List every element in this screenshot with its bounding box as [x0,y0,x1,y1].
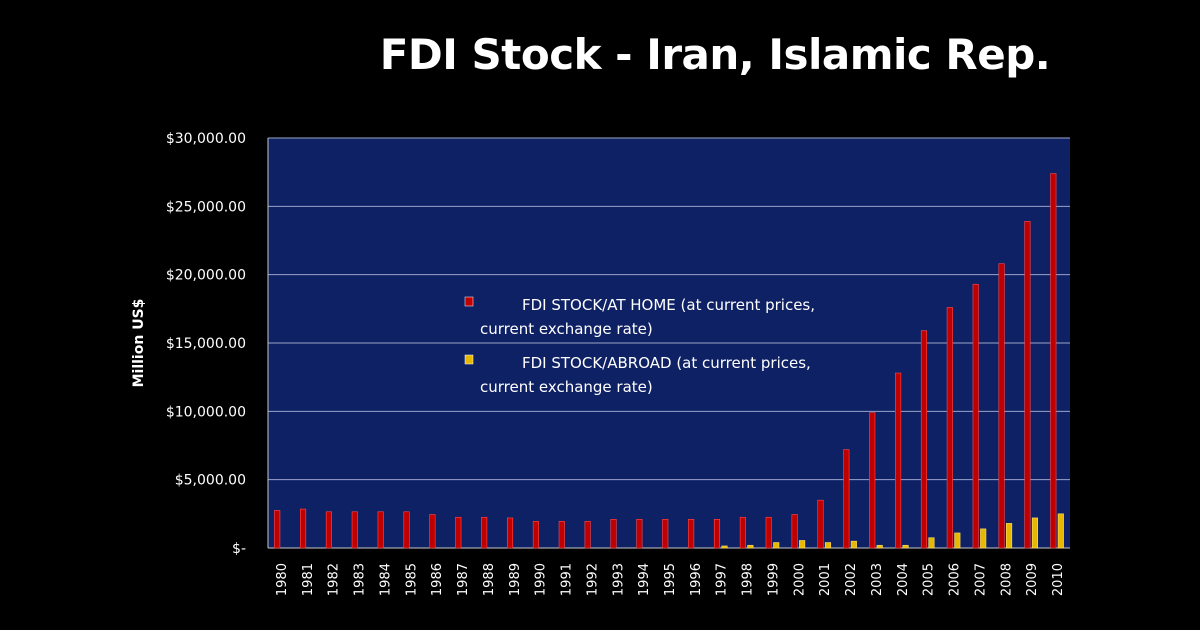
x-tick-label: 2004 [896,563,911,596]
y-tick-label: $10,000.00 [166,404,246,420]
bar-abroad [747,544,754,549]
x-tick-label: 1998 [741,563,756,596]
x-tick-label: 1981 [301,563,316,596]
bar-at-home [610,518,617,549]
bar-at-home [429,514,436,549]
x-tick-label: 1989 [508,563,523,596]
bar-at-home [791,514,798,549]
bar-abroad [980,528,987,549]
x-tick-label: 2002 [844,563,859,596]
y-tick-label: $- [232,541,246,557]
bar-at-home [1050,173,1057,549]
x-tick-label: 1990 [534,563,549,596]
bar-at-home [300,508,307,549]
bar-at-home [274,510,281,549]
bar-at-home [558,521,565,549]
bar-abroad [1006,523,1013,549]
gridlines [267,137,1070,549]
y-tick-label: $30,000.00 [166,131,246,147]
bar-at-home [972,283,979,549]
x-tick-label: 1997 [715,563,730,596]
bar-abroad [902,544,909,549]
x-tick-label: 1994 [637,563,652,596]
bar-at-home [713,518,721,549]
x-axis-ticks: 1980 1981 1982 1983 1984 1985 1986 1987 1988 1989… [275,563,1066,596]
bar-at-home [843,449,850,549]
bar-abroad [824,542,832,549]
bar-abroad [1057,513,1064,549]
bars [274,173,1064,549]
bar-at-home [739,516,746,549]
x-tick-label: 1983 [353,563,368,596]
bar-at-home [351,511,358,549]
x-tick-label: 2010 [1051,563,1066,596]
x-tick-label: 1996 [689,563,704,596]
legend-label: FDI STOCK/AT HOME (at current prices, [522,296,815,314]
x-tick-label: 2005 [922,563,937,596]
y-tick-label: $25,000.00 [166,199,246,215]
y-tick-label: $5,000.00 [175,473,246,489]
legend-label: current exchange rate) [480,378,653,396]
x-tick-label: 1980 [275,563,290,596]
x-tick-label: 1991 [560,563,575,596]
x-tick-label: 1992 [585,563,600,596]
x-tick-label: 2003 [870,563,885,596]
bar-abroad [850,540,857,549]
x-tick-label: 1988 [482,563,497,596]
y-tick-label: $15,000.00 [166,336,246,352]
bar-abroad [721,545,728,549]
bar-at-home [532,521,539,549]
bar-at-home [403,511,410,549]
legend-swatch [464,296,474,307]
x-tick-label: 1993 [611,563,626,596]
bar-abroad [773,542,780,549]
bar-abroad [876,544,883,549]
y-tick-label: $20,000.00 [166,268,246,284]
x-tick-label: 2000 [792,563,807,596]
bar-abroad [799,540,806,549]
bar-at-home [455,516,462,549]
bar-at-home [636,518,643,549]
bar-at-home [998,263,1005,549]
x-tick-label: 1982 [327,563,342,596]
bar-at-home [584,521,591,549]
bar-at-home [869,412,876,549]
chart-title: FDI Stock - Iran, Islamic Rep. [379,30,1051,79]
legend-label: FDI STOCK/ABROAD (at current prices, [522,354,811,372]
x-tick-label: 2009 [1025,563,1040,596]
bar-abroad [1031,517,1038,549]
bar-at-home [662,518,669,549]
legend-swatch [464,354,474,365]
bar-at-home [946,307,953,549]
bar-at-home [688,518,695,549]
x-tick-label: 1985 [404,563,419,596]
bar-at-home [1024,221,1031,549]
bar-at-home [920,330,928,549]
bar-at-home [817,499,824,549]
bar-at-home [506,517,514,549]
x-tick-label: 1984 [378,563,393,596]
x-tick-label: 1999 [766,563,781,596]
legend-label: current exchange rate) [480,320,653,338]
x-tick-label: 2006 [948,563,963,596]
x-tick-label: 1986 [430,563,445,596]
bar-at-home [895,372,902,549]
legend: FDI STOCK/AT HOME (at current prices, cur… [464,296,815,396]
x-tick-label: 1987 [456,563,471,596]
bar-abroad [928,537,935,549]
bar-abroad [954,532,961,549]
bar-at-home [481,516,488,549]
y-axis-ticks: $- $5,000.00 $10,000.00 $15,000.00 $20,000.0… [166,131,246,557]
x-tick-label: 2001 [818,563,833,596]
x-tick-label: 2008 [999,563,1014,596]
bar-at-home [765,516,772,549]
x-tick-label: 2007 [973,563,988,596]
y-axis-label: Million US$ [131,299,147,388]
bar-at-home [325,511,332,549]
x-tick-label: 1995 [663,563,678,596]
bar-at-home [377,511,384,549]
